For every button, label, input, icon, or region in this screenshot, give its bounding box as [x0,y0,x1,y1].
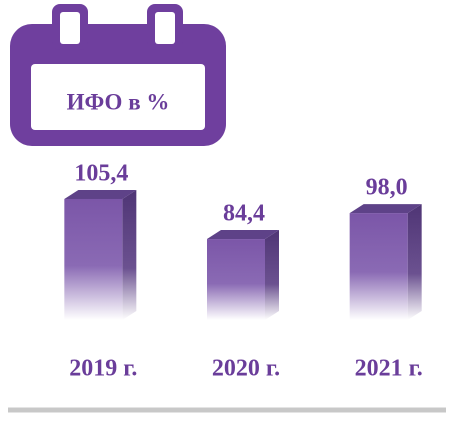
bar-top [207,230,279,240]
x-tick-label: 2020 г. [212,356,280,382]
x-tick-label: 2019 г. [69,356,137,382]
bar [64,198,123,320]
bar-top [64,189,137,199]
chart-title: ИФО в % [67,89,170,114]
bar [207,239,265,320]
x-tick-label: 2021 г. [355,356,423,382]
bar-side [407,204,422,320]
value-label: 105,4 [74,160,128,186]
calendar-icon [10,4,226,146]
bar [349,213,408,320]
bar-side [265,230,279,320]
value-label: 84,4 [223,201,265,227]
value-label: 98,0 [366,175,408,201]
bar-top [349,204,422,214]
bar-side [122,189,137,320]
